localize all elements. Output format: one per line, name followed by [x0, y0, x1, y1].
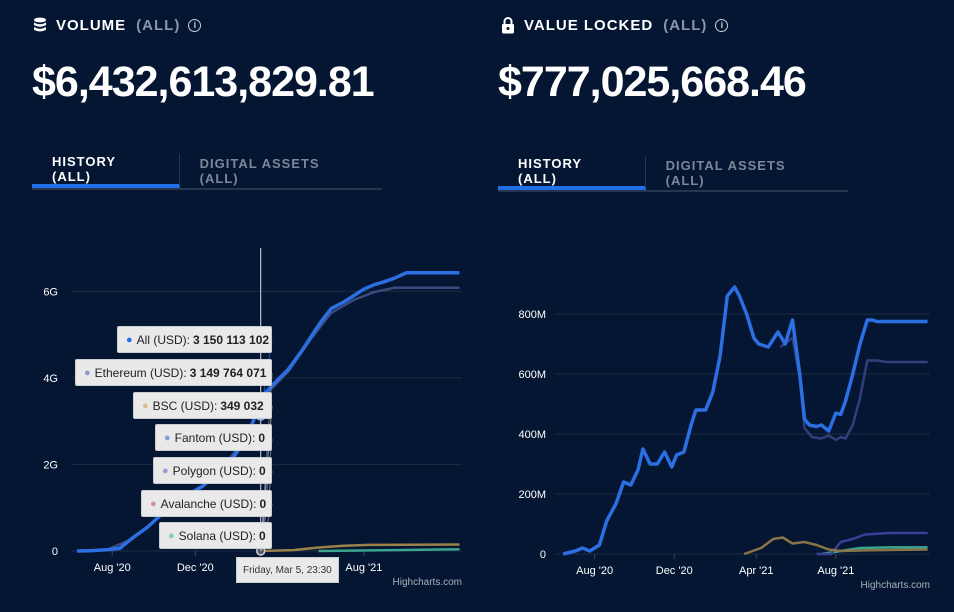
- volume-panel: VOLUME (ALL) i $6,432,613,829.81 HISTORY…: [0, 0, 470, 612]
- x-tick-label: Apr '21: [739, 565, 774, 577]
- tooltip-row: ● Polygon (USD): 0: [153, 457, 272, 484]
- series-line-all: [76, 270, 460, 553]
- value-locked-chart-svg: 0 200M 400M 600M 800M Aug '20 Dec '20 Apr '21 Au…: [518, 285, 930, 591]
- lock-icon: [500, 16, 516, 34]
- series-dot-icon: ●: [150, 497, 157, 510]
- value-locked-title: VALUE LOCKED: [524, 16, 654, 34]
- tooltip-value: 349 032: [220, 398, 264, 413]
- tooltip-row: ● Solana (USD): 0: [159, 522, 272, 549]
- y-tick-label: 600M: [518, 369, 546, 381]
- y-tick-label: 6G: [43, 286, 58, 298]
- y-tick-label: 0: [52, 546, 58, 558]
- y-tick-label: 4G: [43, 373, 58, 385]
- tooltip-value: 3 149 764 071: [189, 365, 267, 380]
- volume-tabs: HISTORY (ALL) DIGITAL ASSETS (ALL): [32, 154, 382, 190]
- database-stack-icon: [32, 16, 48, 34]
- highcharts-credits: Highcharts.com: [393, 577, 462, 588]
- x-tick-label: Aug '21: [345, 562, 382, 574]
- tooltip-label: Solana (USD):: [178, 528, 257, 543]
- value-locked-header: VALUE LOCKED (ALL) i: [500, 16, 729, 34]
- highcharts-credits: Highcharts.com: [861, 580, 930, 591]
- value-locked-history-chart[interactable]: 0 200M 400M 600M 800M Aug '20 Dec '20 Apr '21 Au…: [484, 236, 954, 596]
- x-tick-label: Aug '20: [576, 565, 613, 577]
- tooltip-value: 3 150 113 102: [193, 332, 270, 347]
- tooltip-label: All (USD):: [136, 332, 190, 347]
- value-locked-scope: (ALL): [663, 16, 708, 34]
- y-tick-label: 200M: [518, 489, 546, 501]
- series-line-bsc: [260, 543, 460, 553]
- series-dot-icon: ●: [162, 464, 169, 477]
- tooltip-value: 0: [259, 496, 267, 511]
- info-icon[interactable]: i: [715, 18, 729, 32]
- series-dot-icon: ●: [142, 399, 149, 412]
- tab-digital-assets[interactable]: DIGITAL ASSETS (ALL): [665, 158, 786, 188]
- tooltip-value: 0: [259, 463, 266, 478]
- series-dot-icon: ●: [164, 431, 171, 444]
- series-line-solana: [318, 548, 460, 553]
- tooltip-row: ● Fantom (USD): 0: [155, 424, 272, 451]
- series-line-bsc: [743, 536, 928, 556]
- volume-total: $6,432,613,829.81: [32, 58, 375, 106]
- tooltip-value: 0: [258, 430, 266, 445]
- crosshair-date-label: Friday, Mar 5, 23:30: [236, 557, 339, 583]
- tooltip-row: ● All (USD): 3 150 113 102: [117, 326, 272, 353]
- volume-scope: (ALL): [136, 16, 181, 34]
- value-locked-tabs: HISTORY (ALL) DIGITAL ASSETS (ALL): [498, 156, 848, 192]
- x-tick-label: Dec '20: [656, 565, 693, 577]
- tooltip-label: Polygon (USD):: [172, 463, 257, 478]
- tooltip-value: 0: [259, 528, 266, 543]
- series-dot-icon: ●: [84, 366, 91, 379]
- info-icon[interactable]: i: [188, 18, 202, 32]
- value-locked-total: $777,025,668.46: [498, 58, 807, 106]
- tooltip-label: Avalanche (USD):: [160, 496, 257, 511]
- tooltip-row: ● BSC (USD): 349 032: [133, 392, 272, 419]
- value-locked-panel: VALUE LOCKED (ALL) i $777,025,668.46 HIS…: [484, 0, 954, 612]
- tooltip-row: ● Ethereum (USD): 3 149 764 071: [75, 359, 272, 386]
- tooltip-label: BSC (USD):: [152, 398, 218, 413]
- tooltip-row: ● Avalanche (USD): 0: [141, 490, 272, 517]
- y-tick-label: 2G: [43, 459, 58, 471]
- tab-history[interactable]: HISTORY (ALL): [32, 154, 180, 188]
- x-tick-label: Aug '20: [94, 562, 131, 574]
- y-tick-label: 400M: [518, 429, 546, 441]
- series-dot-icon: ●: [126, 333, 133, 346]
- y-tick-label: 0: [540, 549, 546, 561]
- series-line-all: [562, 285, 928, 556]
- tab-history[interactable]: HISTORY (ALL): [498, 156, 646, 190]
- series-line-polygon: [816, 531, 928, 556]
- tooltip-label: Fantom (USD):: [174, 430, 256, 445]
- volume-header: VOLUME (ALL) i: [32, 16, 202, 34]
- x-tick-label: Aug '21: [817, 565, 854, 577]
- y-tick-label: 800M: [518, 309, 546, 321]
- tooltip-label: Ethereum (USD):: [94, 365, 187, 380]
- volume-title: VOLUME: [56, 16, 127, 34]
- tab-digital-assets[interactable]: DIGITAL ASSETS (ALL): [199, 156, 320, 186]
- x-tick-label: Dec '20: [177, 562, 214, 574]
- series-dot-icon: ●: [168, 529, 175, 542]
